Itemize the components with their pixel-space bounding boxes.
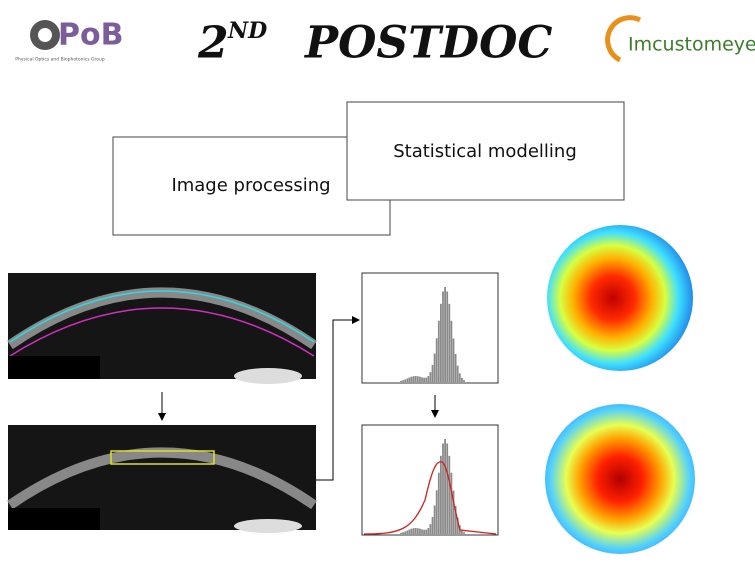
cornea [7, 447, 317, 510]
histogram-bar [410, 528, 413, 534]
histogram-bar [461, 377, 463, 382]
histogram-bar [446, 291, 449, 382]
histogram-bar [406, 530, 409, 534]
histogram-bar [412, 376, 415, 382]
reflection [234, 368, 302, 384]
histogram-bar [425, 529, 428, 534]
histogram-bar [421, 529, 423, 534]
histogram-bar [456, 517, 459, 534]
histogram-bar [416, 528, 419, 534]
histogram-bar [431, 364, 434, 382]
title-word: POSTDOC [303, 18, 552, 69]
logo-caption: Physical Optics and Biophotonics Group [15, 57, 105, 63]
histogram-bar [427, 528, 430, 534]
box-label: Image processing [171, 175, 330, 196]
histogram-bar [463, 380, 465, 382]
histogram-bar [406, 378, 409, 382]
oct-image [7, 425, 317, 533]
histogram-bar [444, 287, 446, 382]
reflection [234, 519, 302, 533]
histogram-bar [440, 303, 442, 382]
image-mask [8, 356, 100, 379]
histogram-frame [361, 272, 499, 384]
histogram-bar [400, 380, 402, 382]
oct-image [7, 273, 317, 384]
histogram-bar [458, 373, 461, 382]
histogram-bar [419, 528, 421, 534]
box [112, 136, 391, 236]
histogram-bar [408, 529, 411, 534]
boundary [9, 290, 315, 343]
histogram-bar [440, 455, 442, 534]
image-mask [8, 508, 100, 530]
histogram-bar [425, 377, 428, 382]
histogram-bar [421, 377, 423, 382]
histogram-bar [402, 380, 404, 382]
roi [110, 450, 215, 465]
histogram-bar [450, 320, 453, 382]
histogram-bar [400, 532, 402, 534]
histogram [400, 287, 465, 382]
histogram-bar [414, 527, 417, 534]
logo-right: Imcustomeye [605, 15, 755, 63]
arrow [316, 316, 360, 481]
histogram-bar [402, 532, 404, 534]
thickness-map [547, 225, 693, 371]
cornea [7, 287, 317, 350]
histogram-bar [433, 505, 436, 534]
histogram-bar [442, 291, 444, 382]
histogram-bar [461, 529, 463, 534]
fit-curve [363, 461, 497, 535]
histogram-bar [419, 376, 421, 382]
histogram-bar [404, 531, 407, 534]
histogram-bar [416, 376, 419, 382]
histogram-bar [454, 505, 457, 534]
histogram-bar [442, 443, 444, 534]
histogram-bar [429, 372, 432, 382]
histogram-bar [429, 524, 432, 534]
logo-shape [38, 28, 52, 42]
histogram-bar [452, 490, 455, 534]
histogram-bar [431, 516, 434, 534]
histogram [400, 439, 465, 534]
histogram-bar [448, 455, 451, 534]
histogram-bar [433, 353, 436, 382]
thickness-map [545, 404, 695, 554]
histogram-bar [410, 376, 413, 382]
logo-left: PoB Physical Optics and Biophotonics Gro… [15, 18, 123, 63]
logo-text: Imcustomeye [628, 34, 755, 56]
histogram-bar [423, 377, 425, 382]
histogram-bar [444, 439, 446, 534]
title-number: 2 [197, 18, 229, 69]
histogram-bar [404, 379, 407, 382]
histogram-bar [423, 529, 425, 534]
histogram-bar [427, 376, 430, 382]
histogram-bar [412, 528, 415, 534]
histogram-bar [408, 377, 411, 382]
box-label: Statistical modelling [393, 141, 577, 162]
histogram-bar [435, 490, 438, 534]
histogram-bar [454, 353, 457, 382]
histogram-bar [414, 375, 417, 382]
histogram-bar [435, 338, 438, 382]
logo-arc [605, 15, 642, 63]
histogram-bar [456, 365, 459, 382]
logo-text: PoB [58, 18, 123, 53]
boundary [9, 307, 315, 357]
histogram-bar [437, 472, 440, 534]
histogram-bar [437, 320, 440, 382]
histogram-bar [463, 532, 465, 534]
histogram-bar [452, 338, 455, 382]
box [346, 101, 625, 201]
histogram-bar [446, 443, 449, 534]
title-suffix: ND [227, 18, 267, 44]
histogram-bar [448, 303, 451, 382]
histogram-bar [450, 472, 453, 534]
